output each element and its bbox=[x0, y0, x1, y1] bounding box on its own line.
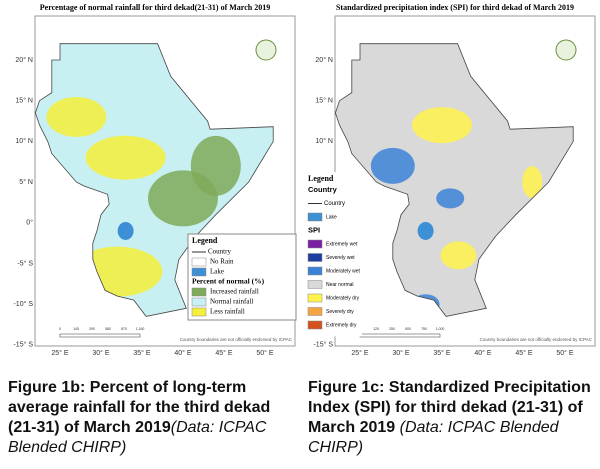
rain-patch bbox=[190, 135, 241, 196]
scale-label: 870 bbox=[121, 327, 127, 331]
lon-label: 30° E bbox=[392, 349, 410, 357]
scale-label: 145 bbox=[73, 327, 79, 331]
rain-patch bbox=[370, 147, 415, 184]
map-title: Percentage of normal rainfall for third … bbox=[40, 3, 270, 12]
lat-label: 0° bbox=[26, 219, 33, 227]
caption: Figure 1b: Percent of long-term average … bbox=[8, 378, 293, 458]
lon-label: 35° E bbox=[133, 349, 151, 357]
scale-label: 250 bbox=[389, 327, 395, 331]
lon-label: 45° E bbox=[215, 349, 233, 357]
lon-label: 45° E bbox=[515, 349, 533, 357]
rain-patch bbox=[440, 241, 477, 270]
disclaimer: Country boundaries are not officially en… bbox=[180, 337, 293, 342]
legend-label: Moderately wet bbox=[326, 268, 361, 274]
lat-label: 10° N bbox=[15, 137, 33, 145]
legend-label: Severely wet bbox=[326, 255, 355, 261]
lon-label: 50° E bbox=[556, 349, 574, 357]
country-border bbox=[34, 43, 274, 317]
caption-note: (Data: ICPAC Blended CHIRP) bbox=[308, 419, 559, 456]
map-title: Standardized precipitation index (SPI) f… bbox=[336, 3, 574, 12]
legend-label: Country bbox=[324, 201, 345, 207]
legend-label: Extremely dry bbox=[326, 322, 357, 328]
scale-bar bbox=[59, 333, 141, 338]
country-border bbox=[334, 43, 574, 317]
map-panel: Standardized precipitation index (SPI) f… bbox=[304, 3, 596, 357]
lat-label: -5° S bbox=[17, 259, 33, 267]
legend-label: Percent of normal (%) bbox=[192, 277, 265, 286]
lat-label: -15° S bbox=[13, 341, 33, 349]
scale-label: 1,160 bbox=[136, 327, 145, 331]
legend-swatch bbox=[191, 257, 207, 267]
legend-label: Severely dry bbox=[326, 309, 354, 315]
lat-label: -15° S bbox=[313, 341, 333, 349]
legend-label: Lake bbox=[210, 268, 224, 276]
scale-label: 750 bbox=[421, 327, 427, 331]
rain-patch bbox=[85, 135, 166, 180]
scale-label: 125 bbox=[373, 327, 379, 331]
lon-label: 40° E bbox=[474, 349, 492, 357]
scale-bar bbox=[359, 333, 441, 338]
lat-label: 20° N bbox=[315, 56, 333, 64]
lon-label: 30° E bbox=[92, 349, 110, 357]
caption-text: Figure 1b: Percent of long-term average … bbox=[8, 379, 271, 436]
legend-label: Increased rainfall bbox=[210, 288, 259, 296]
caption-text: Figure 1c: Standardized Precipitation In… bbox=[308, 379, 591, 436]
lake bbox=[417, 221, 434, 240]
lat-label: 10° N bbox=[315, 137, 333, 145]
legend-title: Legend bbox=[308, 174, 334, 183]
legend-title: Legend bbox=[192, 236, 218, 245]
legend-label: Country bbox=[308, 185, 338, 194]
rain-patch bbox=[46, 96, 107, 137]
rain-patch bbox=[522, 166, 543, 199]
patches bbox=[370, 107, 543, 315]
scale-label: 1,000 bbox=[436, 327, 445, 331]
legend-swatch bbox=[307, 212, 323, 222]
region bbox=[335, 43, 574, 317]
legend-swatch bbox=[307, 307, 323, 316]
logo bbox=[555, 39, 577, 61]
lat-label: 20° N bbox=[15, 56, 33, 64]
lon-label: 35° E bbox=[433, 349, 451, 357]
lat-label: -10° S bbox=[13, 300, 33, 308]
scale-label: 500 bbox=[405, 327, 411, 331]
lon-label: 50° E bbox=[256, 349, 274, 357]
legend-swatch bbox=[191, 287, 207, 297]
legend-label: SPI bbox=[308, 225, 320, 234]
legend-swatch bbox=[307, 320, 323, 330]
rain-patch bbox=[412, 107, 472, 144]
map-panel: Percentage of normal rainfall for third … bbox=[13, 3, 297, 357]
legend-label: No Rain bbox=[210, 258, 234, 266]
disclaimer: Country boundaries are not officially en… bbox=[480, 337, 593, 342]
lon-label: 40° E bbox=[174, 349, 192, 357]
scale-label: 290 bbox=[89, 327, 95, 331]
legend-label: Country bbox=[208, 248, 231, 256]
legend-label: Extremely wet bbox=[326, 241, 358, 247]
legend-swatch bbox=[191, 297, 207, 307]
rain-patch bbox=[436, 188, 465, 209]
legend-swatch bbox=[191, 307, 207, 317]
caption-note: (Data: ICPAC Blended CHIRP) bbox=[8, 419, 267, 456]
legend-swatch bbox=[307, 280, 323, 289]
logo bbox=[255, 39, 277, 61]
legend-label: Lake bbox=[326, 214, 337, 220]
legend-label: Near normal bbox=[326, 282, 354, 288]
scale-label: 580 bbox=[105, 327, 111, 331]
legend-label: Normal rainfall bbox=[210, 298, 253, 306]
legend-swatch bbox=[191, 267, 207, 277]
legend-label: Less rainfall bbox=[210, 308, 245, 316]
legend-swatch bbox=[307, 293, 323, 303]
lake bbox=[117, 221, 134, 240]
legend-swatch bbox=[307, 266, 323, 276]
lat-label: 15° N bbox=[15, 97, 33, 105]
legend-swatch bbox=[307, 239, 323, 249]
lon-label: 25° E bbox=[351, 349, 369, 357]
legend-swatch bbox=[307, 253, 323, 262]
legend-label: Moderately dry bbox=[326, 295, 360, 301]
lat-label: 15° N bbox=[315, 97, 333, 105]
lon-label: 25° E bbox=[51, 349, 69, 357]
lat-label: 5° N bbox=[19, 178, 33, 186]
caption: Figure 1c: Standardized Precipitation In… bbox=[308, 378, 593, 458]
scale-label: 0 bbox=[59, 327, 61, 331]
